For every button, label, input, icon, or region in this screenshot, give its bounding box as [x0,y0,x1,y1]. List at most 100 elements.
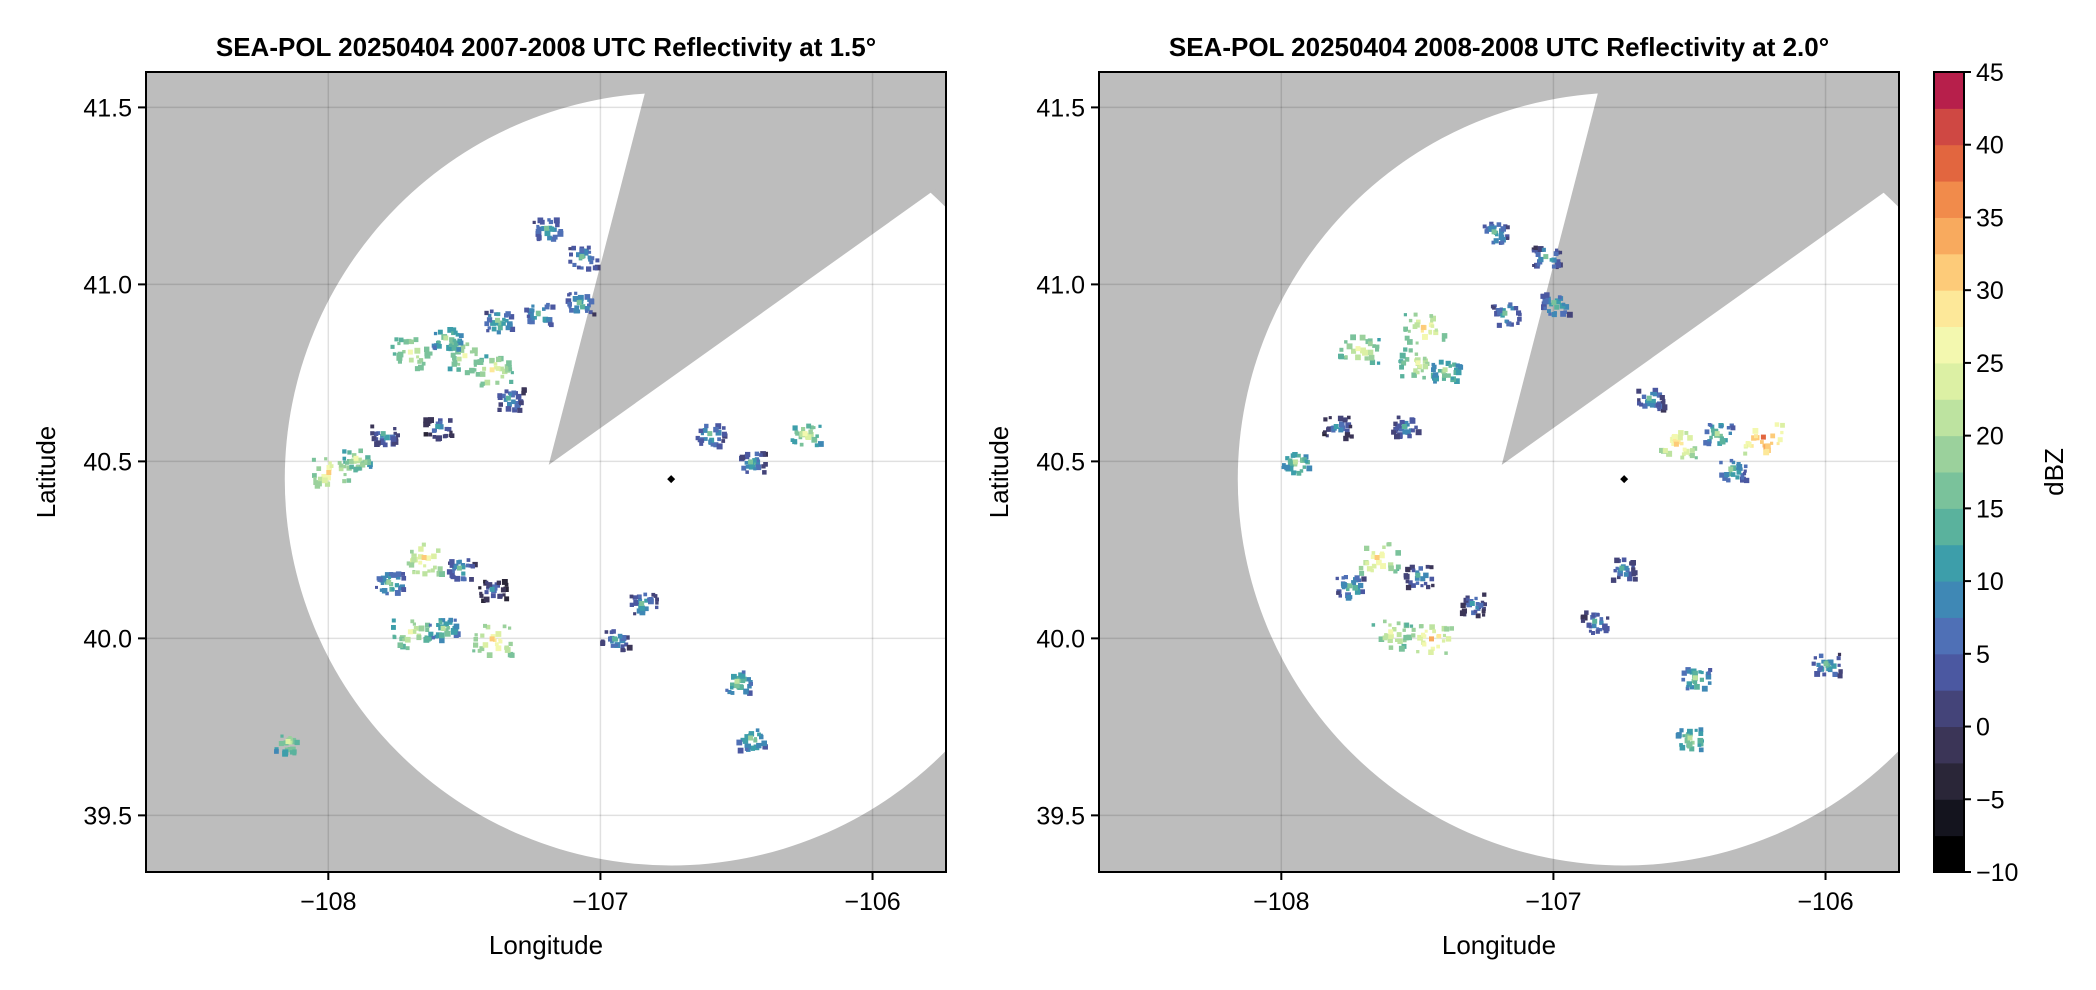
echo-core [579,254,585,260]
echo-pixel [549,322,554,328]
colorbar-frame [1933,71,1965,873]
echo-pixel [1297,453,1301,458]
echo-pixel [1405,429,1411,435]
echo-pixel [749,682,753,686]
echo-cell [484,309,516,335]
echo-pixel [587,255,592,260]
echo-pixel [815,434,819,438]
echo-pixel [611,629,616,634]
echo-pixel [1441,333,1448,339]
echo-pixel [458,347,465,353]
echo-pixel [1377,338,1381,342]
echo-pixel [316,480,322,487]
echo-pixel [1488,225,1495,232]
echo-pixel [1415,357,1421,363]
echo-pixel [792,425,798,431]
echo-pixel [1689,746,1695,752]
echo-pixel [1426,584,1431,590]
echo-pixel [486,329,490,333]
echo-pixel [1354,589,1361,595]
echo-pixel [1811,661,1816,666]
echo-pixel [576,252,581,258]
echo-pixel [438,618,442,622]
echo-pixel [292,737,296,741]
echo-pixel [479,591,483,595]
echo-pixel [1402,429,1408,435]
echo-pixel [376,576,381,581]
echo-pixel [1617,575,1621,580]
echo-pixel [1422,334,1428,340]
echo-pixel [437,329,443,335]
echo-pixel [700,432,704,436]
echo-pixel [1652,387,1659,394]
echo-pixel [280,734,284,738]
echo-pixel [421,542,426,547]
echo-pixel [740,737,745,742]
echo-pixel [418,546,424,552]
echo-pixel [1444,651,1448,655]
echo-pixel [721,431,727,437]
colorbar-tick-label: 25 [1976,350,2004,378]
echo-cell [406,542,445,577]
echo-pixel [1637,401,1642,406]
echo-pixel [586,245,591,250]
echo-pixel [744,743,749,748]
echo-pixel [1422,375,1426,380]
echo-core [1692,675,1698,681]
left-radar-panel: SEA-POL 20250404 2007-2008 UTC Reflectiv… [31,32,947,960]
echo-pixel [1508,302,1513,307]
echo-cell [1703,423,1736,447]
echo-pixel [1414,576,1420,581]
echo-pixel [1505,225,1510,230]
echo-pixel [316,466,322,471]
echo-pixel [1598,628,1603,632]
echo-pixel [1471,610,1476,616]
echo-pixel [449,564,454,568]
y-axis-label: Latitude [31,426,61,519]
beam-blockage-sector [548,72,946,465]
echo-pixel [806,423,812,429]
echo-pixel [761,464,766,469]
echo-pixel [1418,566,1423,571]
echo-pixel [1558,250,1563,255]
echo-pixel [713,426,719,433]
echo-pixel [497,407,502,412]
colorbar-tick-label: 5 [1976,641,1990,669]
echo-cell [568,245,601,272]
echo-pixel [1354,575,1360,581]
echo-pixel [539,219,545,225]
echo-pixel [1742,472,1747,476]
echo-pixel [1495,232,1499,237]
echo-pixel [1302,465,1307,469]
echo-pixel [439,571,445,577]
colorbar-segment [1934,762,1964,800]
echo-pixel [1641,394,1647,399]
echo-pixel [1837,652,1842,656]
echo-pixel [527,311,534,318]
echo-pixel [471,347,478,354]
echo-pixel [507,365,512,369]
echo-pixel [453,618,457,622]
echo-pixel [636,608,642,614]
echo-pixel [632,595,638,600]
echo-pixel [746,677,751,682]
echo-pixel [507,651,514,658]
echo-pixel [569,252,573,257]
echo-pixel [651,592,656,597]
echo-cell [1281,452,1313,476]
echo-pixel [423,417,429,423]
echo-cell [1531,245,1563,270]
echo-pixel [397,351,404,358]
echo-pixel [1397,434,1403,439]
echo-pixel [557,230,564,237]
echo-core [1502,310,1508,316]
echo-pixel [1686,681,1693,687]
echo-pixel [421,361,426,366]
echo-pixel [655,601,659,605]
echo-pixel [533,316,537,320]
echo-pixel [1656,392,1663,398]
echo-pixel [477,359,484,365]
echo-pixel [548,225,553,230]
echo-pixel [1299,469,1304,473]
echo-pixel [391,587,395,591]
